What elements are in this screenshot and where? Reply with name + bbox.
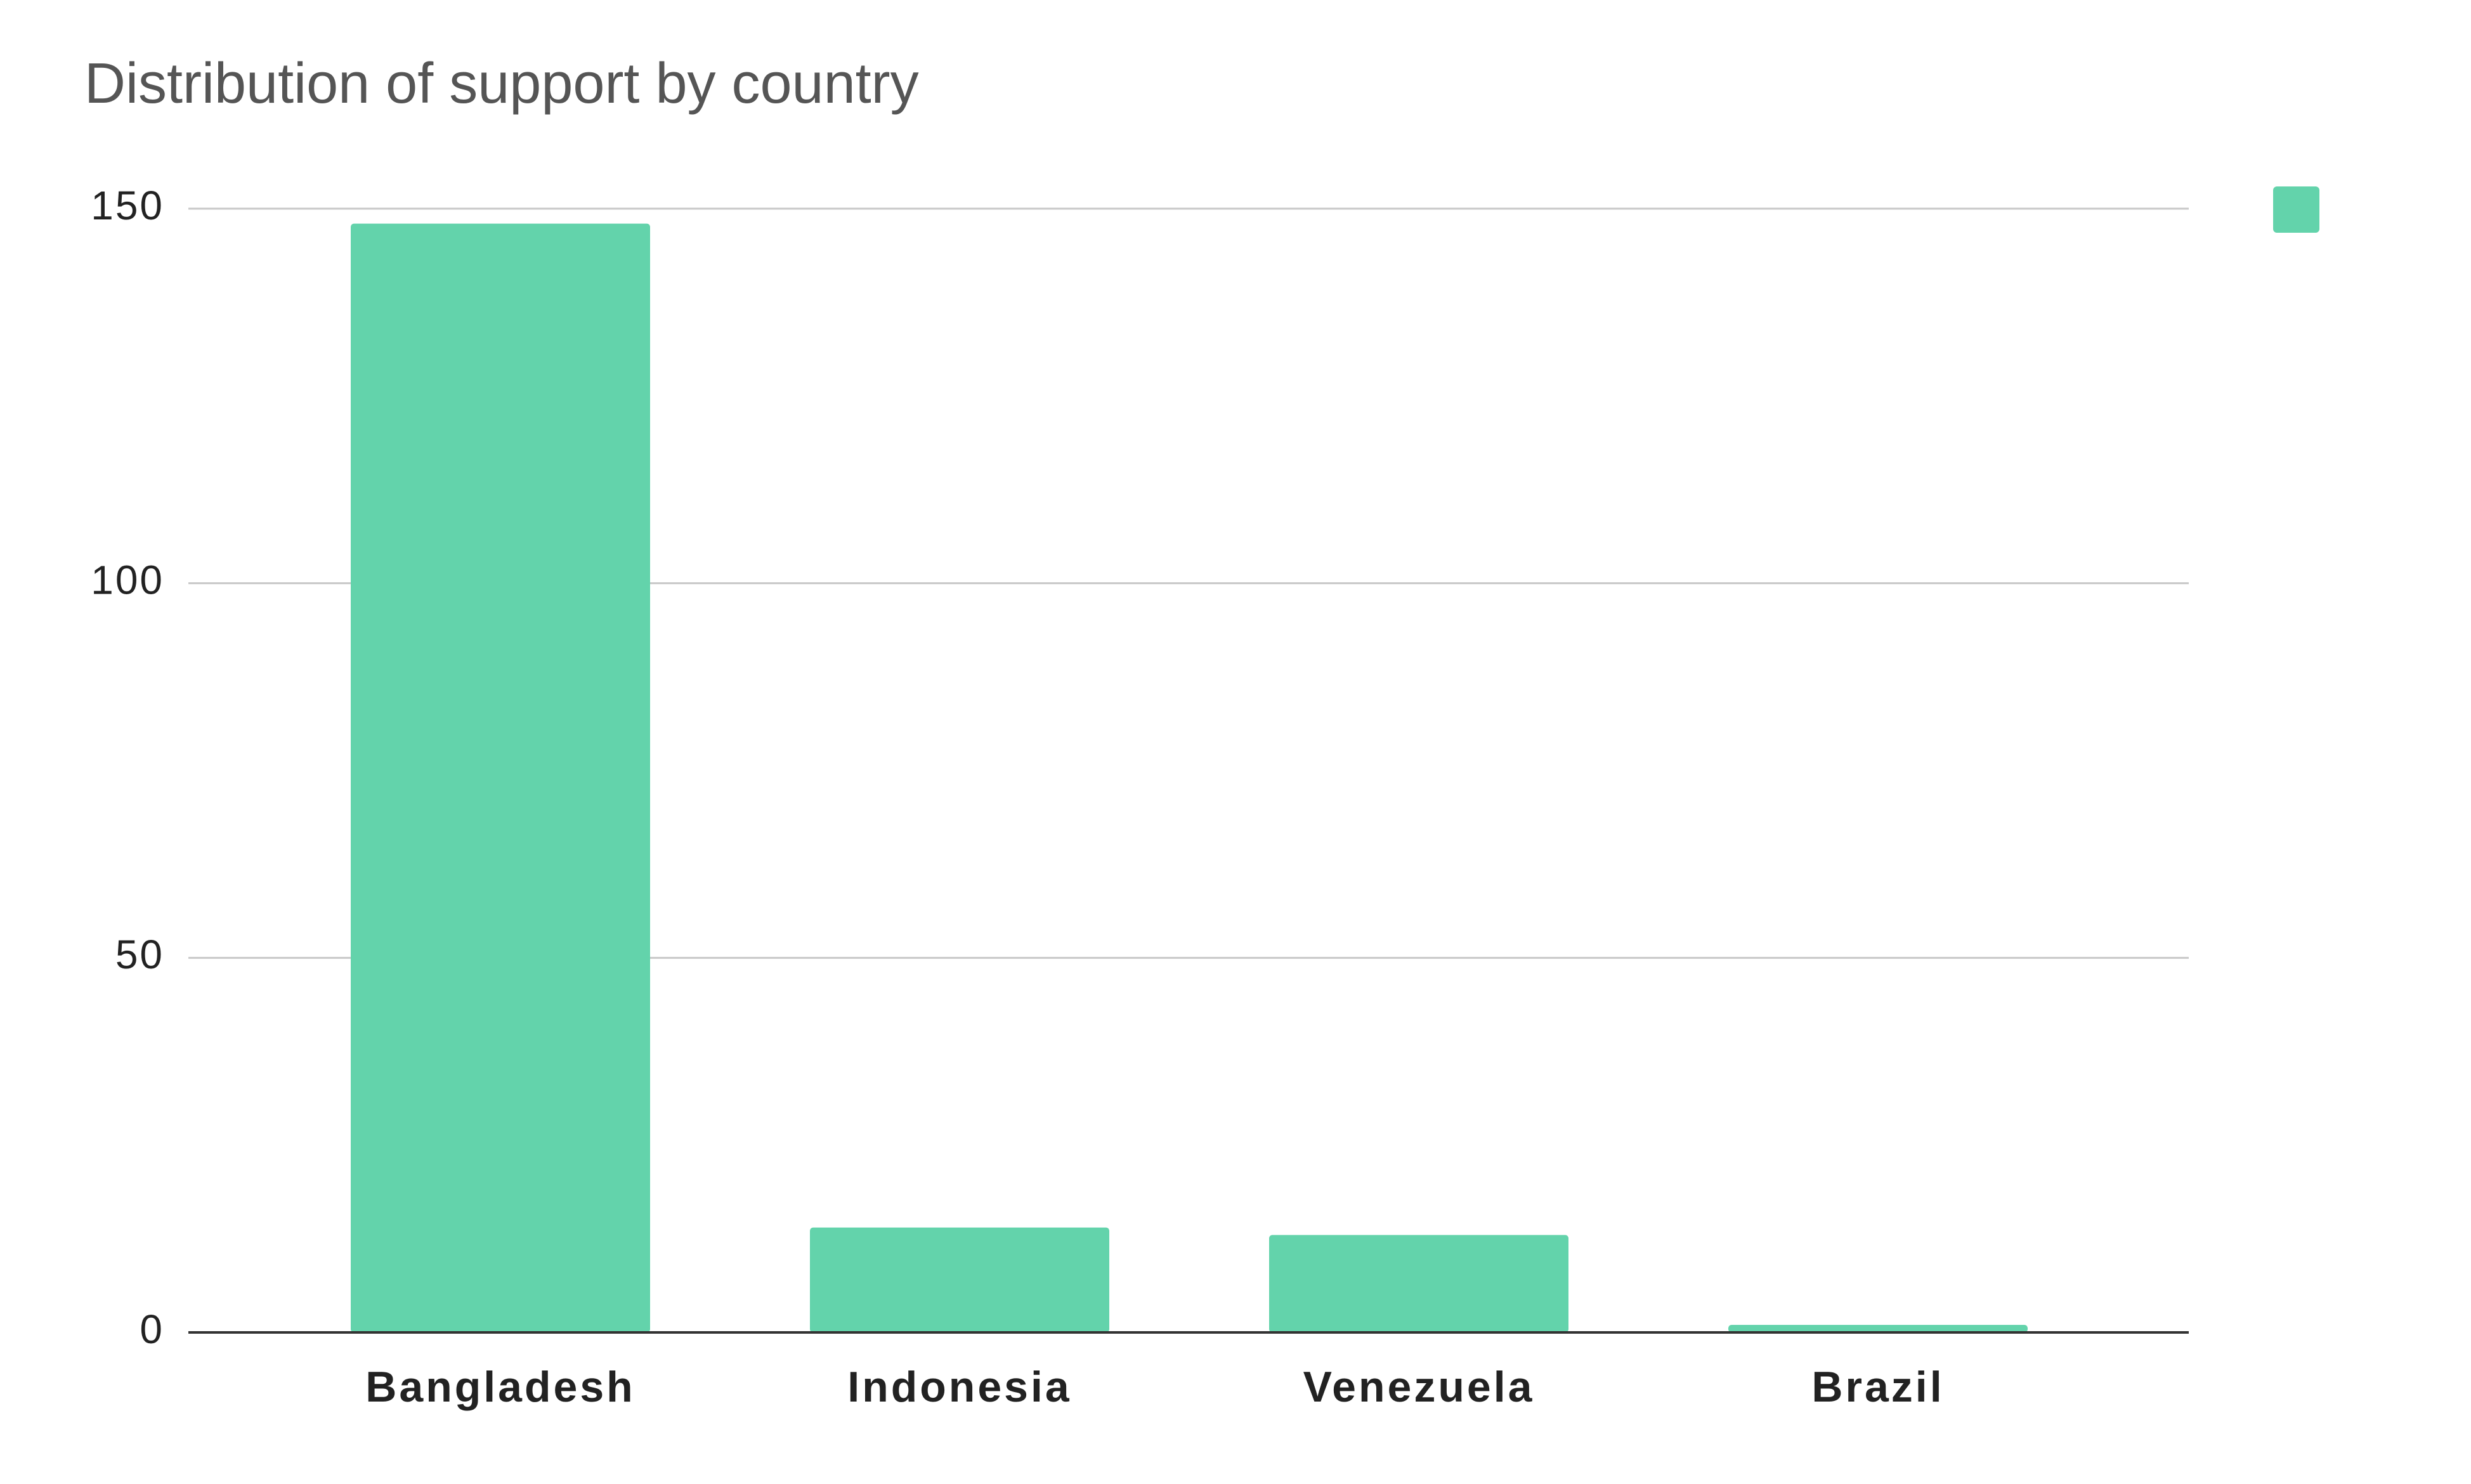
x-tick-label: Brazil [1811,1363,1944,1411]
bar [810,1227,1109,1332]
bar [1269,1235,1568,1332]
x-tick-label: Bangladesh [365,1363,635,1411]
y-tick-label: 100 [91,557,164,603]
y-tick-label: 50 [115,932,164,977]
x-tick-label: Venezuela [1303,1363,1535,1411]
chart-title: Distribution of support by country [84,52,919,115]
y-tick-label: 0 [140,1306,164,1352]
bar [351,223,650,1332]
bar [1728,1325,2028,1332]
legend-swatch [2273,186,2319,233]
x-tick-label: Indonesia [847,1363,1071,1411]
y-tick-label: 150 [91,183,164,228]
